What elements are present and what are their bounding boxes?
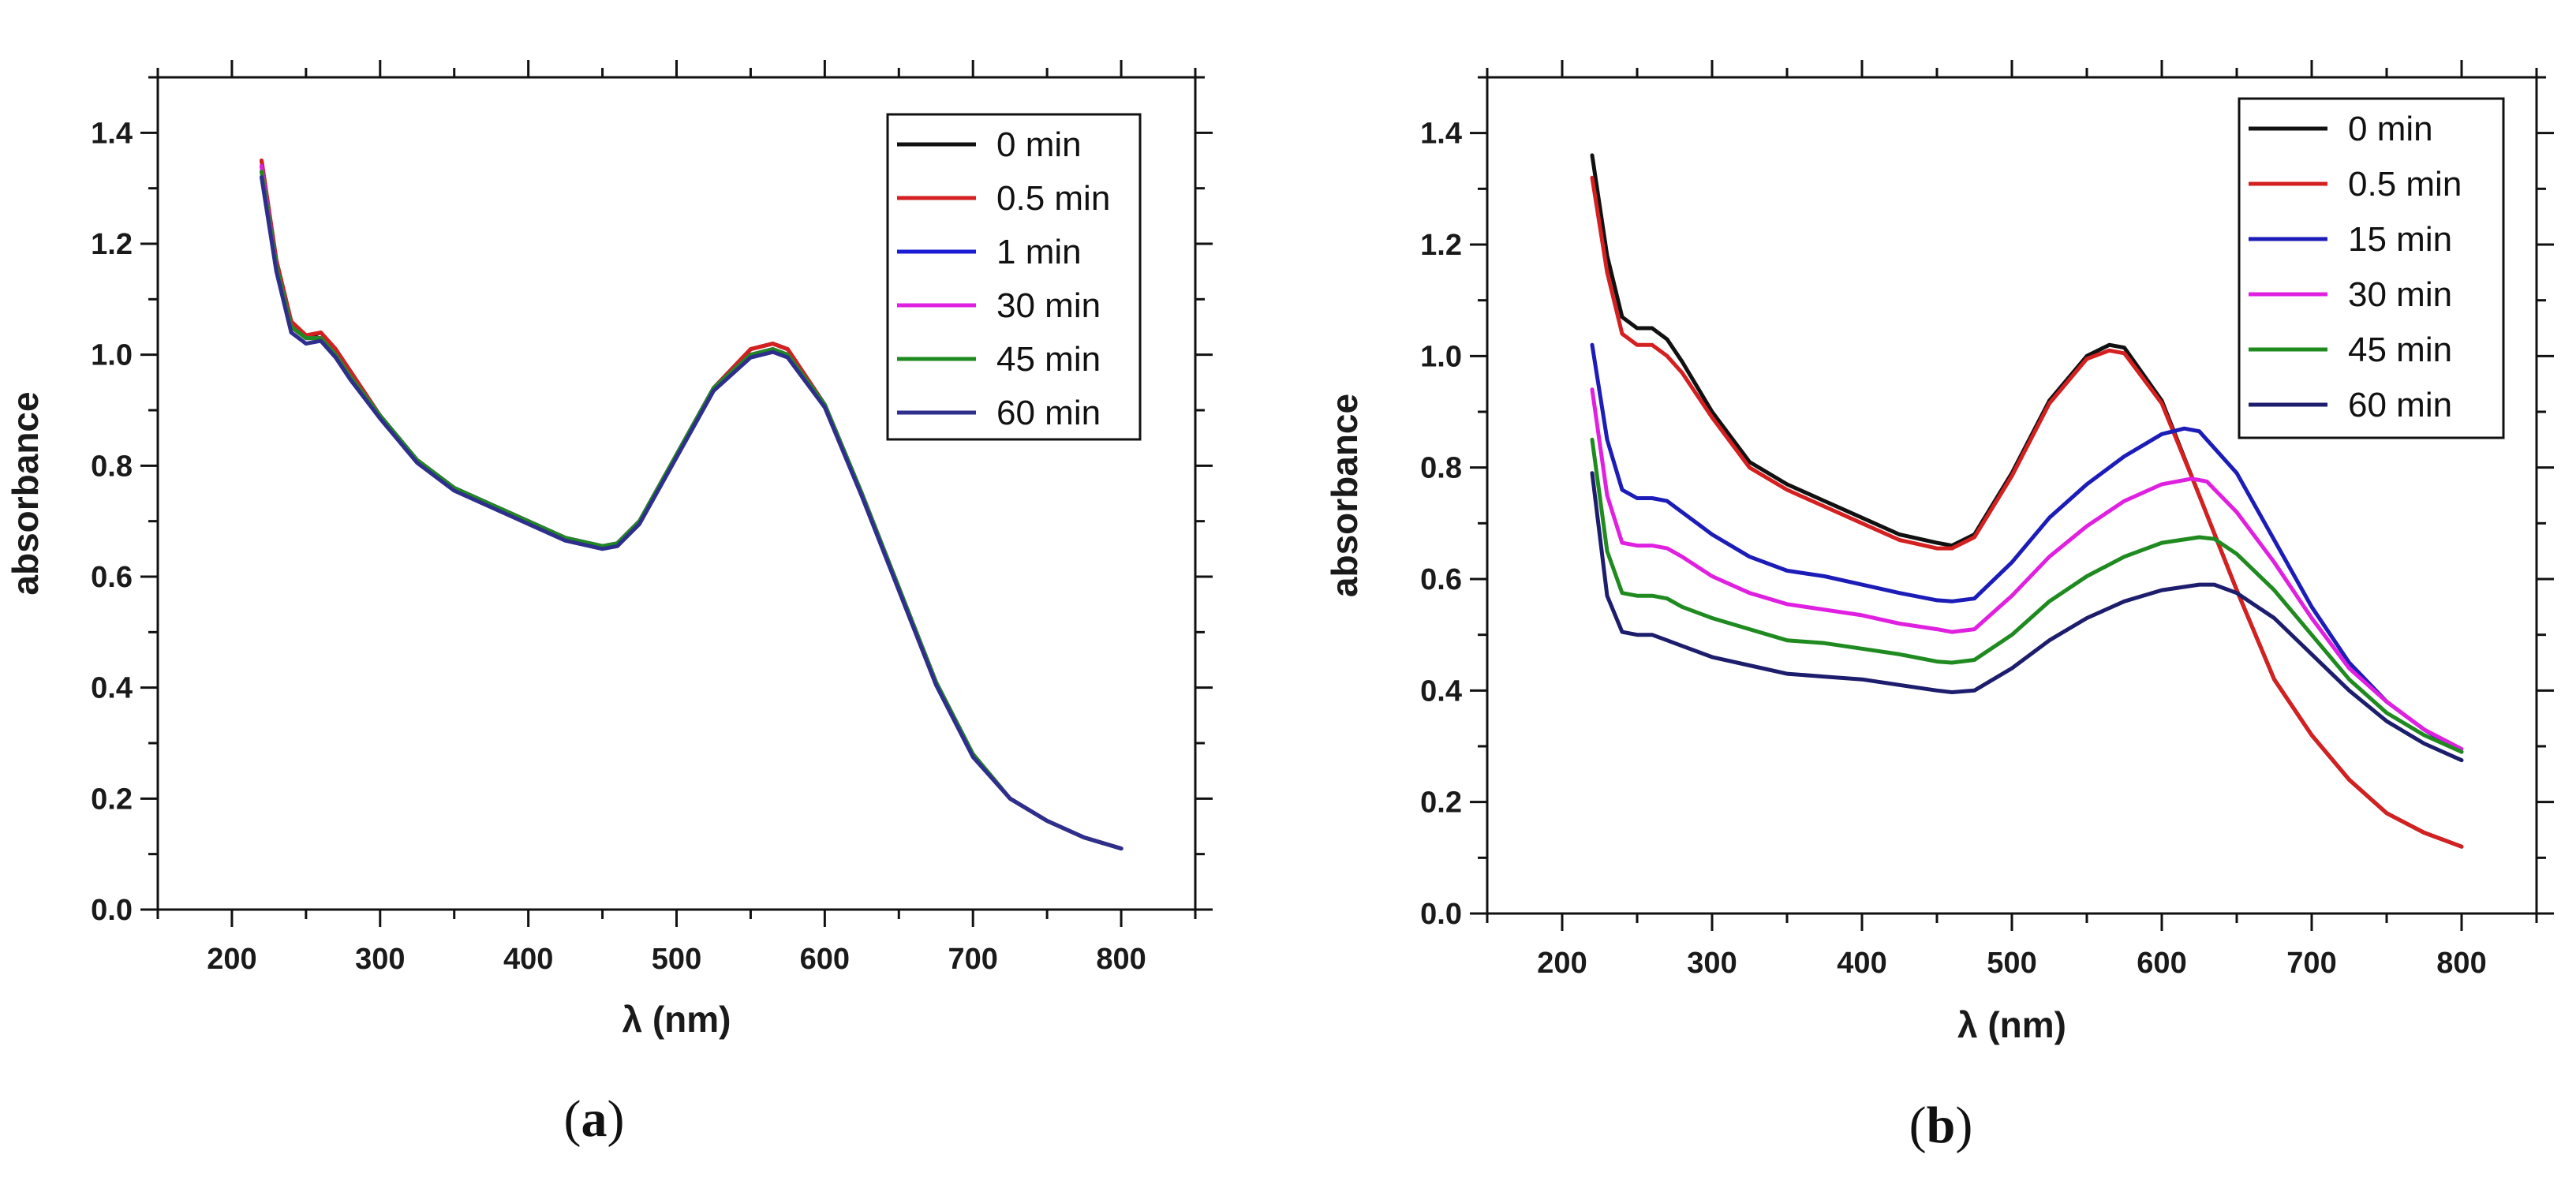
legend-item: 60 min bbox=[897, 394, 1101, 432]
legend-label: 30 min bbox=[996, 286, 1101, 325]
y-tick-label: 0.4 bbox=[91, 672, 133, 705]
y-tick-label: 1.4 bbox=[91, 117, 133, 150]
legend-box bbox=[2238, 97, 2505, 439]
legend-label: 30 min bbox=[2348, 275, 2452, 314]
x-tick-label: 700 bbox=[2286, 947, 2336, 980]
legend-item: 45 min bbox=[2249, 331, 2452, 369]
legend: 0 min 0.5 min 15 min 30 min 45 min 60 min bbox=[2238, 97, 2505, 439]
legend-item: 1 min bbox=[897, 233, 1082, 271]
legend-label: 0.5 min bbox=[2348, 165, 2462, 204]
y-tick-label: 0.8 bbox=[91, 450, 133, 483]
y-tick-label: 1.0 bbox=[1420, 340, 1462, 373]
y-axis-title: absorbance bbox=[5, 391, 46, 595]
series-line-60-min bbox=[1590, 471, 2464, 763]
x-tick-label: 500 bbox=[1987, 947, 2036, 980]
y-tick-label: 0.0 bbox=[91, 894, 133, 927]
x-tick-label: 600 bbox=[800, 943, 850, 976]
y-tick-label: 0.6 bbox=[1420, 563, 1462, 596]
legend-label: 0.5 min bbox=[996, 179, 1110, 218]
x-tick-label: 700 bbox=[948, 943, 998, 976]
legend: 0 min 0.5 min 1 min 30 min 45 min 60 min bbox=[886, 113, 1142, 441]
legend-item: 0.5 min bbox=[2249, 165, 2462, 204]
legend-item: 60 min bbox=[2249, 386, 2452, 424]
series-line-30-min bbox=[1590, 387, 2464, 751]
legend-item: 45 min bbox=[897, 340, 1101, 379]
legend-item: 30 min bbox=[2249, 275, 2452, 314]
chart-panel-a: 200 300 400 500 600 700 800 0.0 0.2 0.4 0.6 0.8 1.0 1… bbox=[5, 60, 1213, 1148]
panel-letter: b bbox=[1927, 1097, 1956, 1154]
x-axis-title: λ (nm) bbox=[623, 999, 731, 1040]
x-tick-label: 400 bbox=[503, 943, 553, 976]
y-tick-label: 0.2 bbox=[91, 783, 133, 816]
series-line-45-min bbox=[1590, 437, 2464, 754]
legend-box bbox=[886, 113, 1142, 441]
y-tick-label: 0.2 bbox=[1420, 787, 1462, 820]
series-line-15-min bbox=[1590, 342, 2464, 754]
y-tick-label: 0.4 bbox=[1420, 674, 1462, 708]
legend-item: 0 min bbox=[2249, 110, 2433, 148]
x-tick-label: 800 bbox=[1096, 943, 1146, 976]
legend-label: 1 min bbox=[996, 233, 1082, 271]
y-tick-label: 1.2 bbox=[91, 228, 133, 261]
x-axis-title: λ (nm) bbox=[1957, 1004, 2066, 1045]
y-tick-label: 0.6 bbox=[91, 561, 133, 594]
x-tick-label: 300 bbox=[1687, 947, 1737, 980]
legend-label: 45 min bbox=[996, 340, 1101, 379]
legend-label: 60 min bbox=[996, 394, 1101, 432]
x-tick-label: 800 bbox=[2436, 947, 2486, 980]
y-axis-title: absorbance bbox=[1324, 394, 1365, 597]
panel-letter: a bbox=[581, 1090, 608, 1148]
legend-item: 0 min bbox=[897, 125, 1082, 164]
x-tick-label: 400 bbox=[1837, 947, 1886, 980]
legend-label: 15 min bbox=[2348, 220, 2452, 259]
panel-label: (a) bbox=[564, 1090, 625, 1148]
chart-panel-b: 200 300 400 500 600 700 800 0.0 0.2 0.4 0.6 0.8 1.0 1… bbox=[1324, 60, 2554, 1154]
legend-item: 0.5 min bbox=[897, 179, 1110, 218]
x-tick-label: 200 bbox=[1537, 947, 1587, 980]
legend-label: 0 min bbox=[996, 125, 1082, 164]
x-tick-label: 300 bbox=[355, 943, 405, 976]
y-tick-label: 0.0 bbox=[1420, 898, 1462, 931]
legend-item: 30 min bbox=[897, 286, 1101, 325]
legend-label: 0 min bbox=[2348, 110, 2433, 148]
series-line-0-5-min bbox=[1590, 175, 2464, 849]
y-tick-label: 1.0 bbox=[91, 339, 133, 372]
x-tick-label: 600 bbox=[2137, 947, 2186, 980]
panel-label: (b) bbox=[1909, 1097, 1973, 1154]
x-tick-label: 500 bbox=[652, 943, 701, 976]
series-line-60-min bbox=[260, 175, 1123, 851]
legend-item: 15 min bbox=[2249, 220, 2452, 259]
y-tick-label: 1.2 bbox=[1420, 229, 1462, 262]
y-tick-label: 0.8 bbox=[1420, 452, 1462, 485]
y-tick-label: 1.4 bbox=[1420, 118, 1462, 151]
legend-label: 60 min bbox=[2348, 386, 2452, 424]
x-tick-label: 200 bbox=[207, 943, 256, 976]
legend-label: 45 min bbox=[2348, 331, 2452, 369]
